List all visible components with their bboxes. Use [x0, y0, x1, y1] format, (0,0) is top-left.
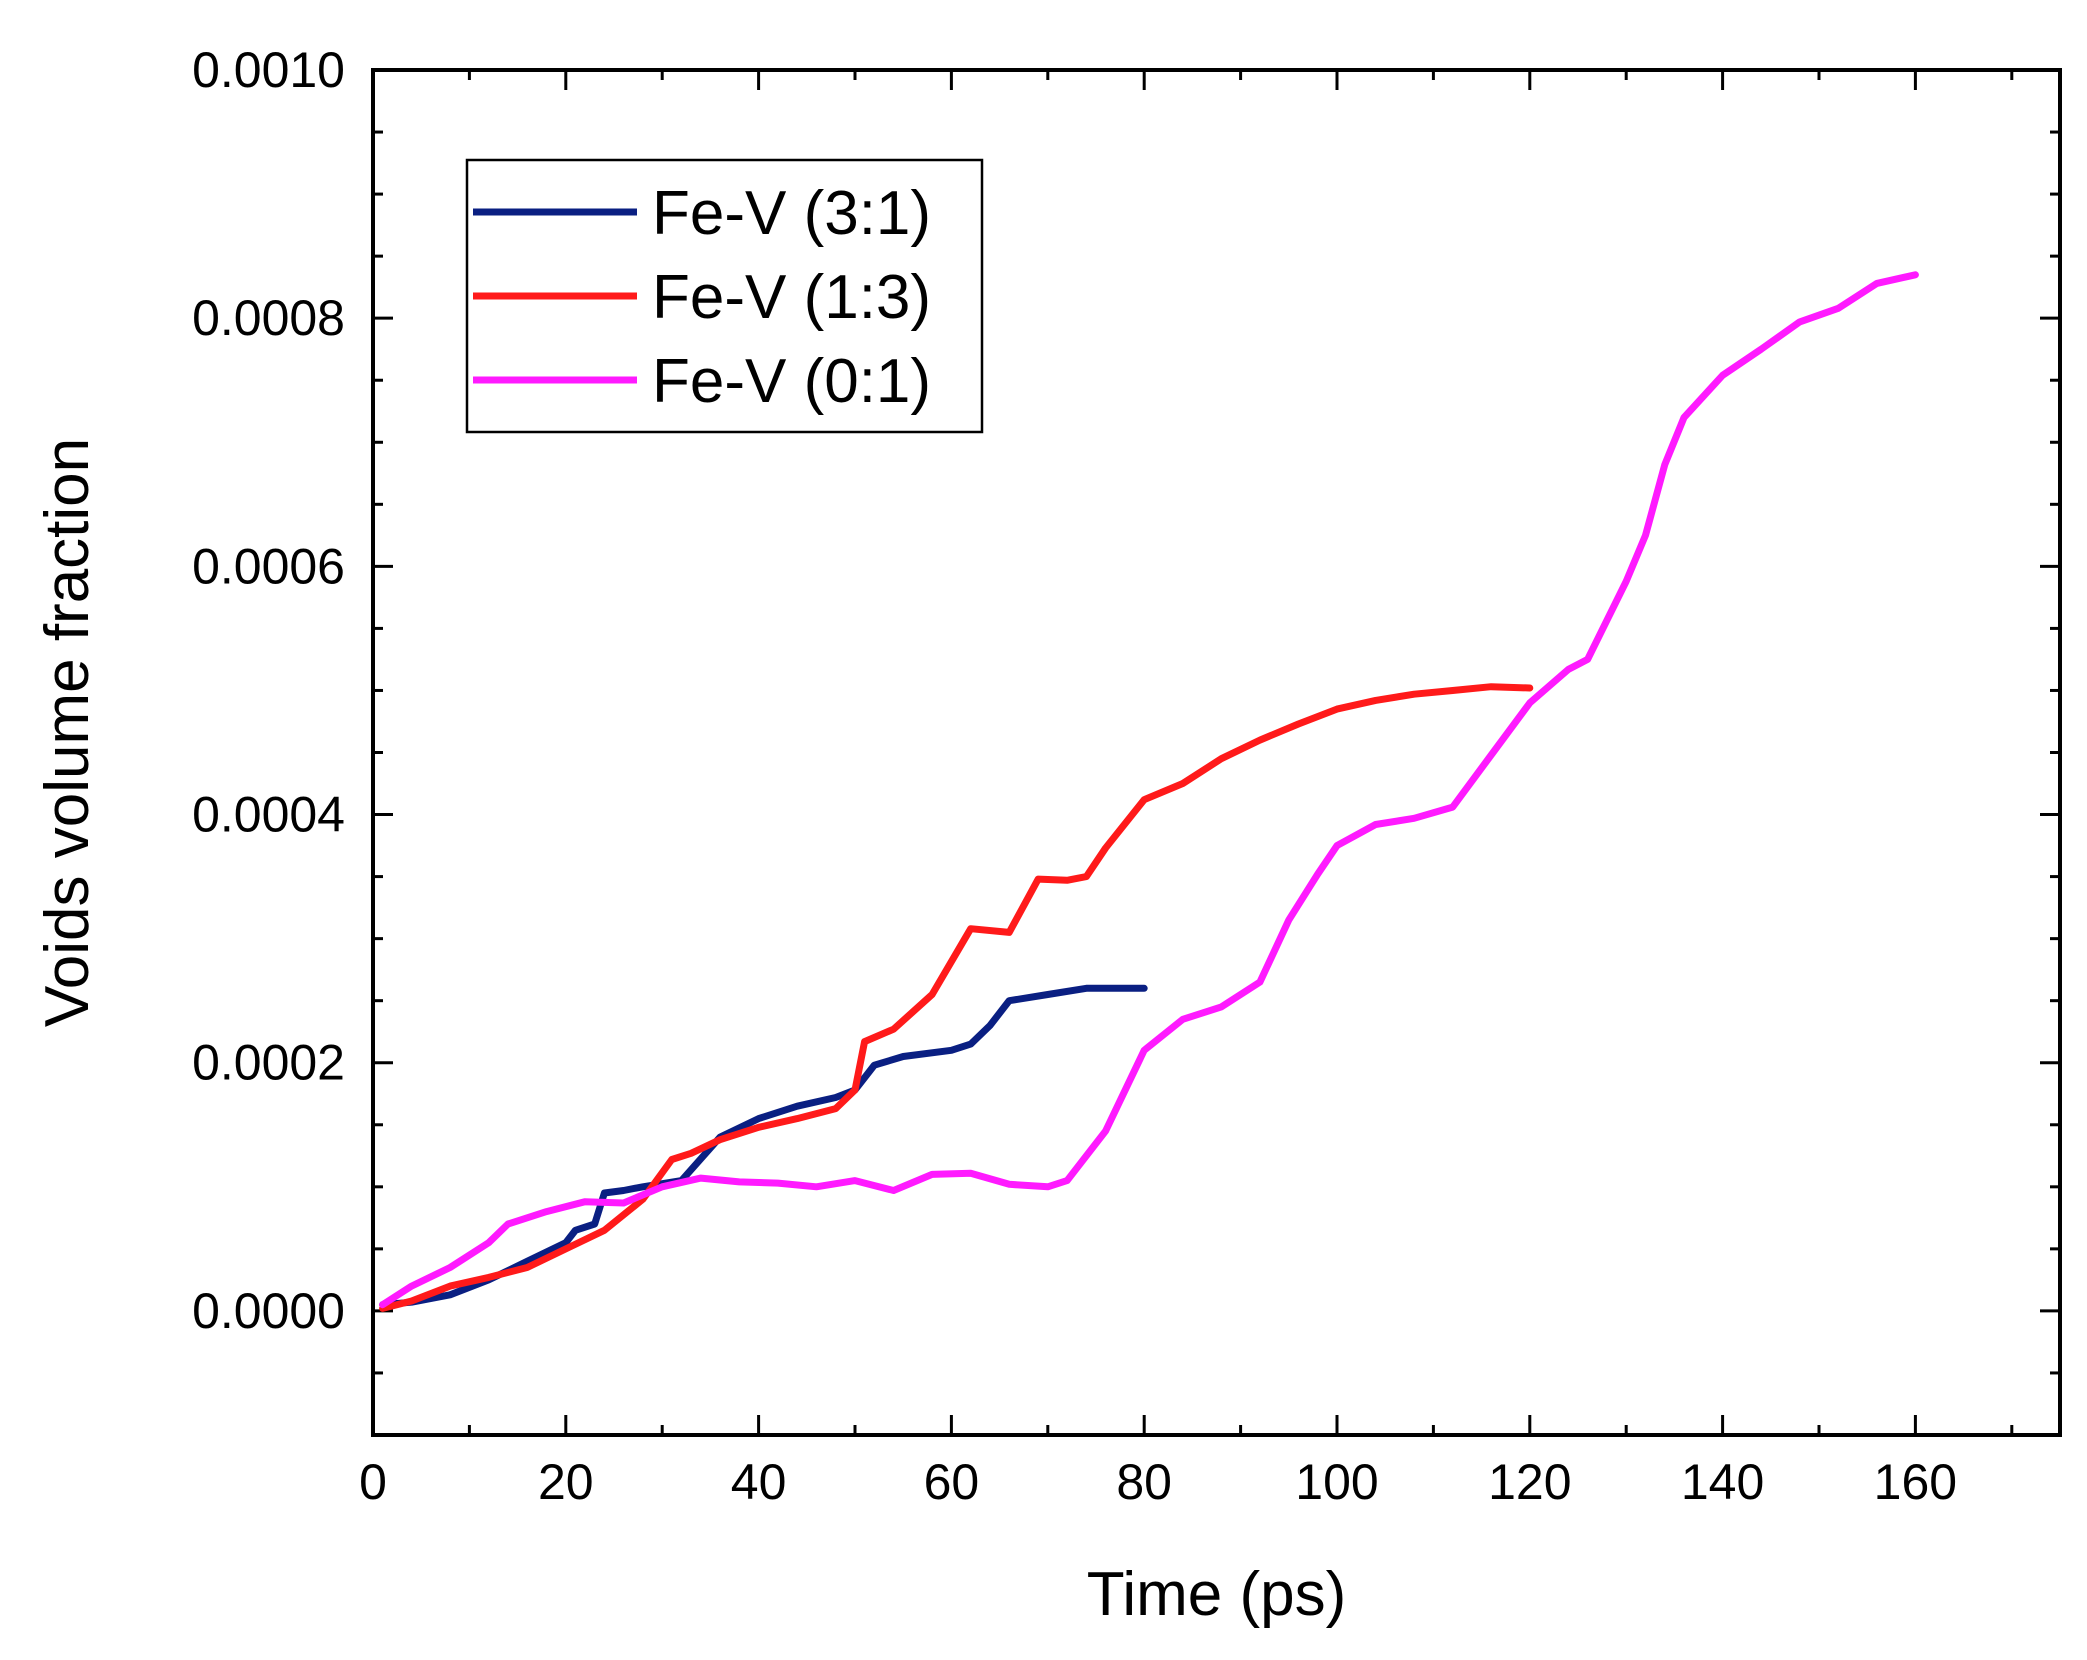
series-line-1 — [379, 984, 1148, 1309]
x-tick-label: 100 — [1295, 1454, 1378, 1510]
x-tick-label: 40 — [731, 1454, 787, 1510]
y-tick-label: 0.0000 — [192, 1283, 345, 1339]
tick-labels: 0 20 40 60 80 100 120 140 160 0.0000 0.0002 0.0004 0… — [192, 42, 1957, 1510]
x-tick-label: 20 — [538, 1454, 594, 1510]
x-tick-label: 120 — [1488, 1454, 1571, 1510]
x-axis-label: Time (ps) — [1087, 1560, 1346, 1629]
x-tick-label: 0 — [359, 1454, 387, 1510]
y-axis-label: Voids volume fraction — [33, 438, 102, 1027]
series-line-3 — [379, 271, 1919, 1309]
series-line-2 — [379, 683, 1534, 1312]
y-tick-label: 0.0008 — [192, 290, 345, 346]
plot-frame — [371, 68, 2062, 1437]
legend-label-2: Fe-V (1:3) — [652, 263, 931, 332]
x-tick-label: 60 — [924, 1454, 980, 1510]
y-tick-label: 0.0004 — [192, 787, 345, 843]
x-tick-label: 140 — [1681, 1454, 1764, 1510]
legend: Fe-V (3:1) Fe-V (1:3) Fe-V (0:1) — [465, 158, 984, 434]
legend-label-1: Fe-V (3:1) — [652, 179, 931, 248]
y-tick-label: 0.0002 — [192, 1035, 345, 1091]
y-tick-label: 0.0006 — [192, 538, 345, 594]
series-lines — [379, 271, 1919, 1312]
y-tick-label: 0.0010 — [192, 42, 345, 98]
x-tick-label: 160 — [1874, 1454, 1957, 1510]
legend-label-3: Fe-V (0:1) — [652, 347, 931, 416]
x-tick-label: 80 — [1116, 1454, 1172, 1510]
